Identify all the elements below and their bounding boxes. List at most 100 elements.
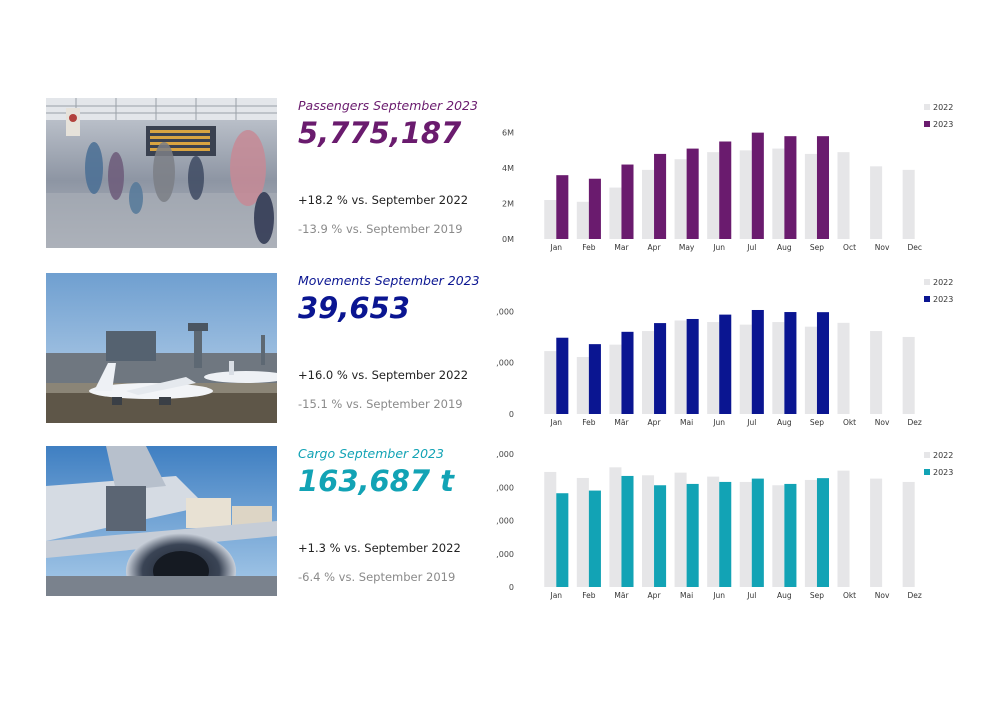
bar-2022-aug (772, 148, 785, 239)
x-tick-label: Mar (614, 243, 629, 252)
legend-swatch-2022 (924, 452, 930, 458)
kpi-title: Passengers September 2023 (298, 98, 478, 113)
x-tick-label: Feb (582, 591, 596, 600)
kpi-change-vs-2019: -15.1 % vs. September 2019 (298, 397, 463, 411)
bar-2022-okt (837, 470, 850, 587)
x-tick-label: Jun (712, 243, 725, 252)
passengers-chart: 0M 2M 4M 6M Jan Feb Mar Apr May Jun Jul Aug Sep Oct No… (502, 103, 953, 252)
bar-2023-aug (784, 312, 797, 414)
bar-2023-jul (751, 478, 764, 587)
x-tick-label: Feb (582, 243, 596, 252)
bar-2023-jun (719, 314, 732, 414)
legend-label-2022: 2022 (933, 451, 953, 460)
x-tick-label: Jan (550, 243, 563, 252)
y-tick-label: 2M (502, 200, 514, 209)
bar-2022-sep (804, 326, 817, 414)
bar-2022-mär (609, 344, 622, 414)
bar-2023-jul (751, 309, 764, 414)
x-tick-label: Okt (843, 418, 856, 427)
x-tick-label: Jun (712, 418, 725, 427)
y-tick-label: 100,000 (496, 517, 514, 526)
bar-2022-nov (870, 166, 883, 239)
x-tick-label: Dez (908, 418, 922, 427)
bar-2023-mar (621, 164, 634, 239)
legend-swatch-2022 (924, 104, 930, 110)
bar-2023-jan (556, 175, 569, 239)
y-tick-label: 40,000 (496, 307, 514, 316)
x-tick-label: Jul (746, 591, 756, 600)
bar-2023-apr (654, 485, 667, 587)
bar-2022-dec (902, 169, 915, 239)
bar-2023-mär (621, 475, 634, 587)
kpi-value: 163,687 t (298, 464, 455, 498)
x-tick-label: Jul (746, 418, 756, 427)
x-tick-label: Aug (777, 591, 792, 600)
y-tick-label: 0M (502, 235, 514, 244)
kpi-value: 39,653 (298, 291, 410, 325)
legend-swatch-2022 (924, 279, 930, 285)
kpi-change-vs-prior-year: +16.0 % vs. September 2022 (298, 368, 469, 382)
kpi-change-vs-prior-year: +1.3 % vs. September 2022 (298, 541, 461, 555)
kpi-title: Movements September 2023 (298, 273, 480, 288)
bar-2022-jul (739, 324, 752, 414)
y-tick-label: 200,000 (496, 450, 514, 459)
bar-2023-feb (588, 344, 601, 414)
x-tick-label: Apr (648, 591, 662, 600)
bar-2023-apr (654, 153, 667, 239)
x-tick-label: Jan (550, 418, 563, 427)
x-tick-label: Sep (810, 418, 824, 427)
kpi-change-vs-2019: -13.9 % vs. September 2019 (298, 222, 463, 236)
bar-2022-jan (544, 471, 557, 587)
y-tick-label: 150,000 (496, 483, 514, 492)
legend-label-2022: 2022 (933, 103, 953, 112)
bar-2022-apr (641, 169, 655, 239)
y-tick-label: 4M (502, 164, 514, 173)
bar-2022-aug (772, 322, 785, 414)
bar-2023-feb (588, 490, 601, 587)
apron-photo (46, 273, 277, 423)
bar-2022-jun (707, 152, 720, 239)
x-tick-label: Sep (810, 591, 824, 600)
cargo-photo (46, 446, 277, 596)
kpi-value: 5,775,187 (298, 116, 462, 150)
bar-2022-feb (576, 477, 589, 587)
bar-2022-jan (544, 200, 557, 239)
bar-2022-dez (902, 336, 915, 414)
bar-2022-jul (739, 481, 752, 587)
bar-2023-aug (784, 483, 797, 587)
bar-2022-jan (544, 351, 557, 414)
x-tick-label: Jan (550, 591, 563, 600)
x-tick-label: Sep (810, 243, 824, 252)
legend-label-2023: 2023 (933, 295, 953, 304)
bar-2022-apr (641, 475, 655, 587)
bar-2023-jun (719, 141, 732, 239)
bar-2023-aug (784, 136, 797, 239)
bar-2023-jun (719, 481, 732, 587)
bar-2022-mar (609, 187, 622, 239)
x-tick-label: Aug (777, 243, 792, 252)
bar-2023-mai (686, 318, 699, 414)
bar-2022-oct (837, 152, 850, 239)
bar-2023-jul (751, 132, 764, 239)
bar-2022-feb (576, 356, 589, 414)
cargo-panel: Cargo September 2023 163,687 t +1.3 % vs… (0, 446, 1000, 600)
y-tick-label: 50,000 (496, 550, 514, 559)
legend-swatch-2023 (924, 121, 930, 127)
x-tick-label: Jun (712, 591, 725, 600)
bar-2023-mär (621, 331, 634, 414)
kpi-change-vs-2019: -6.4 % vs. September 2019 (298, 570, 456, 584)
y-tick-label: 0 (509, 410, 514, 419)
x-tick-label: Apr (648, 418, 662, 427)
y-tick-label: 6M (502, 129, 514, 138)
legend-label-2023: 2023 (933, 120, 953, 129)
x-tick-label: Mär (614, 591, 629, 600)
kpi-title: Cargo September 2023 (298, 446, 444, 461)
x-tick-label: Oct (843, 243, 856, 252)
x-tick-label: Okt (843, 591, 856, 600)
bar-2022-jun (707, 322, 720, 414)
bar-2022-sep (804, 479, 817, 587)
x-tick-label: Jul (746, 243, 756, 252)
bar-2023-feb (588, 178, 601, 239)
bar-2022-sep (804, 153, 817, 239)
x-tick-label: Aug (777, 418, 792, 427)
